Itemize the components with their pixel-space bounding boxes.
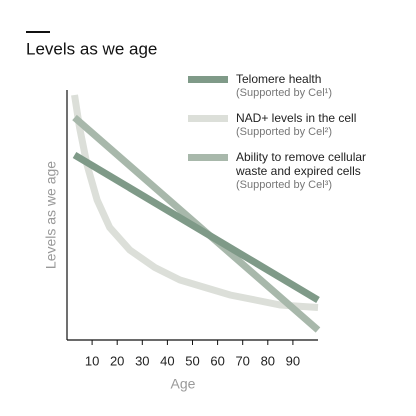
x-tick-label: 60 xyxy=(210,353,224,368)
x-tick-label: 80 xyxy=(261,353,275,368)
legend-item: Telomere health (Supported by Cel¹) xyxy=(188,72,386,100)
legend-item: NAD+ levels in the cell (Supported by Cel… xyxy=(188,111,386,139)
y-axis-label: Levels as we age xyxy=(43,161,59,269)
x-tick-label: 30 xyxy=(135,353,149,368)
legend-swatch xyxy=(188,76,228,83)
legend-text: Ability to remove cellular waste and exp… xyxy=(236,150,386,192)
x-tick-label: 50 xyxy=(185,353,199,368)
x-tick-label: 90 xyxy=(286,353,300,368)
x-tick-label: 20 xyxy=(110,353,124,368)
legend-name: Ability to remove cellular waste and exp… xyxy=(236,150,367,178)
legend-text: Telomere health (Supported by Cel¹) xyxy=(236,72,386,100)
x-tick-label: 40 xyxy=(160,353,174,368)
legend-subtitle: (Supported by Cel²) xyxy=(236,126,332,138)
x-axis-label: Age xyxy=(171,376,196,392)
data-line xyxy=(72,151,320,304)
x-tick-label: 70 xyxy=(235,353,249,368)
legend-subtitle: (Supported by Cel¹) xyxy=(236,87,332,99)
chart-title: Levels as we age xyxy=(26,39,157,58)
legend-name: NAD+ levels in the cell xyxy=(236,111,357,125)
legend-swatch xyxy=(188,154,228,161)
legend-subtitle: (Supported by Cel³) xyxy=(236,179,332,191)
legend-text: NAD+ levels in the cell (Supported by Cel… xyxy=(236,111,386,139)
legend-swatch xyxy=(188,115,228,122)
x-tick-label: 10 xyxy=(85,353,99,368)
legend-item: Ability to remove cellular waste and exp… xyxy=(188,150,386,192)
legend-name: Telomere health xyxy=(236,72,322,86)
